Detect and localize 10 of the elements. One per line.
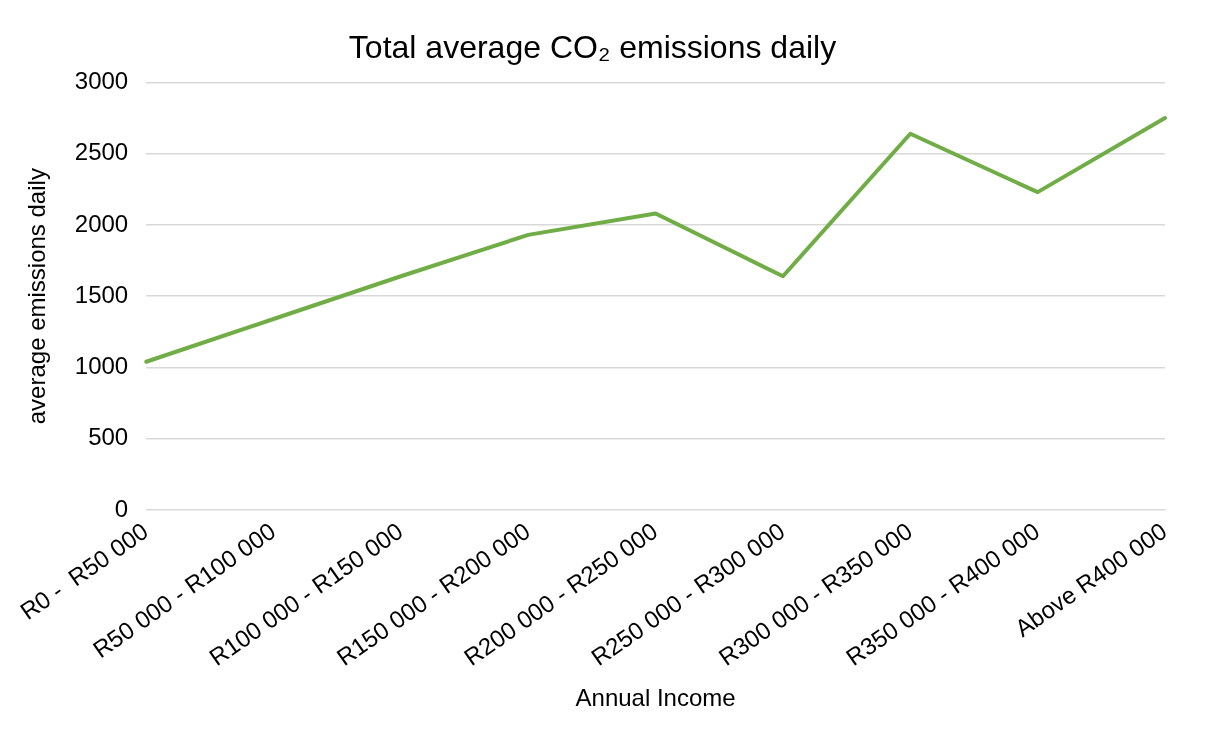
y-tick-label: 0 <box>114 494 129 522</box>
x-axis-title: Annual Income <box>575 684 736 712</box>
y-tick-label: 500 <box>88 423 129 451</box>
y-tick-label: 1500 <box>74 280 129 308</box>
chart-title: Total average CO₂ emissions daily <box>348 29 837 66</box>
y-tick-label: 2500 <box>74 138 129 166</box>
y-axis-title: average emissions daily <box>23 168 51 425</box>
y-tick-label: 3000 <box>74 67 129 95</box>
y-tick-label: 1000 <box>74 352 129 380</box>
y-tick-label: 2000 <box>74 209 129 237</box>
